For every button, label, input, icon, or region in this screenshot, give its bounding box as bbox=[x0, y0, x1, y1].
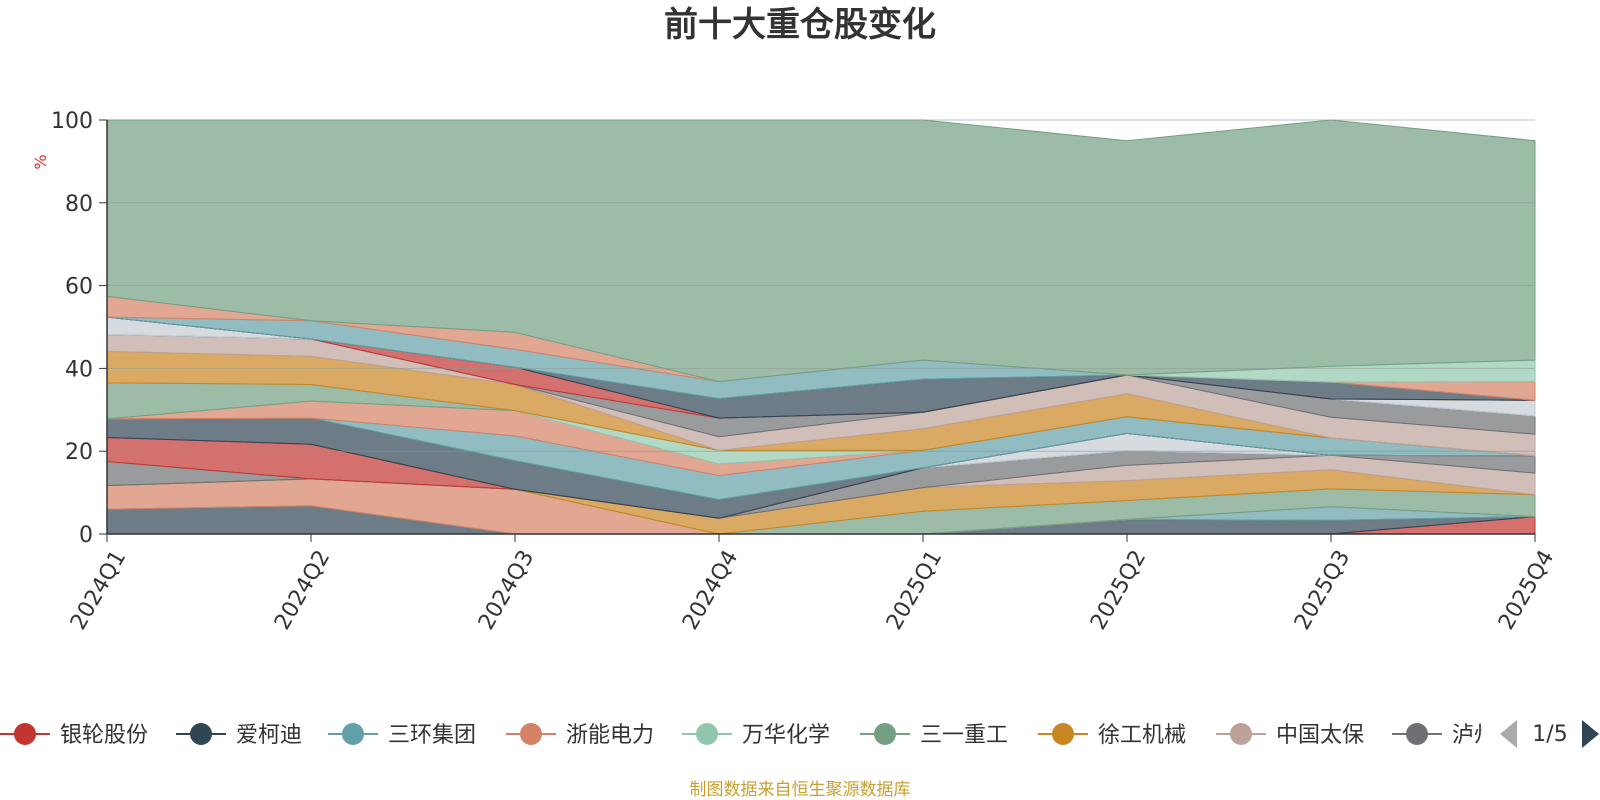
x-tick-label: 2025Q1 bbox=[882, 546, 947, 634]
y-tick-label: 40 bbox=[65, 357, 93, 382]
y-tick-label: 0 bbox=[79, 523, 93, 548]
stacked-areas bbox=[106, 119, 1536, 535]
legend-circle-icon bbox=[342, 723, 364, 745]
legend-circle-icon bbox=[1052, 723, 1074, 745]
chart-title: 前十大重仓股变化 bbox=[664, 5, 936, 45]
x-tick-label: 2024Q2 bbox=[270, 546, 335, 634]
x-tick-label: 2024Q3 bbox=[474, 546, 539, 634]
legend-label: 中国太保 bbox=[1276, 723, 1364, 748]
legend-item[interactable]: 万华化学 bbox=[682, 723, 830, 748]
y-tick-label: 80 bbox=[65, 192, 93, 217]
legend-item[interactable]: 徐工机械 bbox=[1038, 723, 1186, 748]
legend-item[interactable]: 浙能电力 bbox=[506, 723, 654, 748]
legend-label: 银轮股份 bbox=[60, 723, 148, 748]
legend-page-indicator: 1/5 bbox=[1532, 722, 1567, 747]
legend-item[interactable]: 三环集团 bbox=[328, 723, 476, 748]
grid-lines bbox=[107, 119, 1535, 452]
legend-circle-icon bbox=[14, 723, 36, 745]
legend-label: 浙能电力 bbox=[566, 723, 654, 748]
x-tick-label: 2025Q4 bbox=[1494, 546, 1559, 634]
y-tick-label: 100 bbox=[51, 109, 93, 134]
legend: 银轮股份 爱柯迪 三环集团 浙能电力 万华化学 三一重工 徐工机械 中国太保 泸州老窖 1/5 bbox=[0, 720, 1599, 748]
x-tick-label: 2025Q3 bbox=[1290, 546, 1355, 634]
legend-item[interactable]: 中国太保 bbox=[1216, 723, 1364, 748]
legend-item[interactable]: 泸州老窖 bbox=[1392, 723, 1540, 748]
legend-item[interactable]: 银轮股份 bbox=[0, 723, 148, 748]
legend-prev-icon[interactable] bbox=[1500, 720, 1517, 748]
data-source-note: 制图数据来自恒生聚源数据库 bbox=[690, 780, 911, 800]
legend-circle-icon bbox=[190, 723, 212, 745]
y-tick-label: 60 bbox=[65, 275, 93, 300]
legend-label: 泸州老窖 bbox=[1452, 723, 1540, 748]
legend-item[interactable]: 爱柯迪 bbox=[176, 723, 302, 748]
legend-circle-icon bbox=[1406, 723, 1428, 745]
y-tick-label: 20 bbox=[65, 440, 93, 465]
legend-item[interactable]: 三一重工 bbox=[860, 723, 1008, 748]
legend-label: 万华化学 bbox=[742, 723, 830, 748]
legend-label: 三环集团 bbox=[388, 723, 476, 748]
legend-label: 三一重工 bbox=[920, 723, 1008, 748]
x-tick-label: 2024Q1 bbox=[66, 546, 131, 634]
legend-next-icon[interactable] bbox=[1582, 720, 1599, 748]
y-axis-label: % bbox=[31, 154, 50, 169]
legend-label: 爱柯迪 bbox=[236, 723, 302, 748]
legend-circle-icon bbox=[874, 723, 896, 745]
legend-label: 徐工机械 bbox=[1098, 723, 1186, 748]
legend-circle-icon bbox=[1230, 723, 1252, 745]
x-tick-label: 2024Q4 bbox=[678, 546, 743, 634]
legend-circle-icon bbox=[696, 723, 718, 745]
legend-circle-icon bbox=[520, 723, 542, 745]
x-tick-label: 2025Q2 bbox=[1086, 546, 1151, 634]
